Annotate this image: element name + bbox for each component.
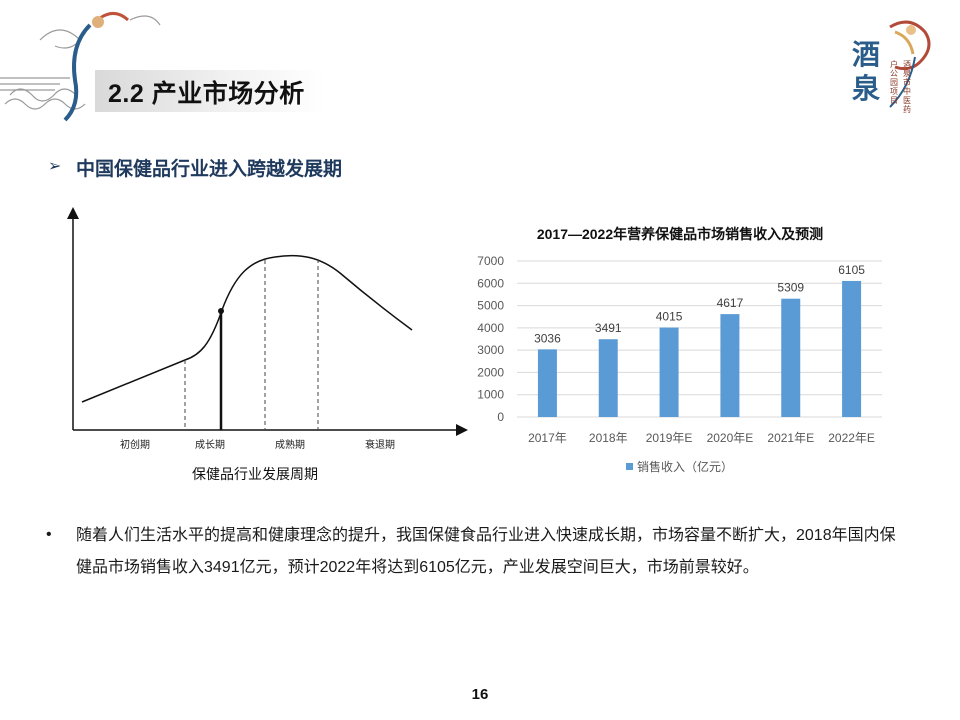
bar [659, 327, 679, 417]
brand-logo-text: 酒泉 [852, 38, 881, 105]
legend-label: 销售收入（亿元） [637, 459, 733, 474]
stage-label-mature: 成熟期 [275, 438, 305, 451]
chart-title: 2017—2022年营养保健品市场销售收入及预测 [537, 226, 823, 242]
decorative-ornament-left [0, 12, 161, 122]
stage-label-growth: 成长期 [195, 439, 225, 451]
y-tick-label: 5000 [477, 299, 504, 313]
x-tick-label: 2019年E [646, 431, 693, 445]
x-tick-label: 2017年 [528, 431, 567, 445]
x-tick-label: 2021年E [767, 431, 814, 445]
section-heading: 中国保健品行业进入跨越发展期 [76, 159, 343, 180]
x-tick-label: 2020年E [707, 431, 754, 445]
y-tick-label: 4000 [477, 321, 504, 335]
y-tick-label: 0 [497, 410, 504, 424]
x-tick-label: 2018年 [589, 431, 628, 445]
bar [598, 339, 618, 417]
bar [720, 314, 740, 417]
page-number: 16 [471, 686, 489, 703]
stage-label-startup: 初创期 [120, 438, 150, 451]
bar-value-label: 4617 [717, 296, 744, 310]
x-tick-label: 2022年E [828, 431, 875, 445]
page-title: 2.2 产业市场分析 [108, 80, 305, 108]
bar-value-label: 3491 [595, 321, 622, 335]
arrow-bullet-icon: ➢ [48, 158, 62, 175]
y-tick-label: 7000 [477, 254, 504, 268]
industry-lifecycle-diagram: 初创期 成长期 成熟期 衰退期 [67, 207, 468, 451]
brand-tagline: 户公园项目 [890, 60, 898, 105]
brand-figure-ornament [889, 20, 931, 108]
stage-label-decline: 衰退期 [365, 438, 395, 451]
bar [537, 349, 557, 417]
y-tick-label: 2000 [477, 365, 504, 379]
sales-revenue-bar-chart: 2017—2022年营养保健品市场销售收入及预测 0 1000 2000 3000 40… [477, 226, 882, 474]
bar [781, 298, 801, 417]
bar-value-label: 3036 [534, 331, 561, 345]
y-tick-label: 3000 [477, 343, 504, 357]
bar [842, 280, 862, 417]
brand-tagline-secondary: 酒泉市中医药 [903, 60, 911, 114]
bar-value-label: 5309 [777, 281, 804, 295]
bar-value-label: 6105 [838, 263, 865, 277]
title-background [95, 70, 325, 112]
legend-swatch [626, 463, 633, 470]
bar-value-label: 4015 [656, 310, 683, 324]
current-position-dot [218, 308, 224, 314]
y-tick-label: 6000 [477, 276, 504, 290]
bullet-point-icon: • [46, 526, 52, 543]
body-paragraph: 随着人们生活水平的提高和健康理念的提升，我国保健食品行业进入快速成长期，市场容量… [76, 527, 896, 576]
lifecycle-caption: 保健品行业发展周期 [192, 466, 318, 482]
lifecycle-curve [81, 254, 413, 403]
y-tick-label: 1000 [477, 388, 504, 402]
